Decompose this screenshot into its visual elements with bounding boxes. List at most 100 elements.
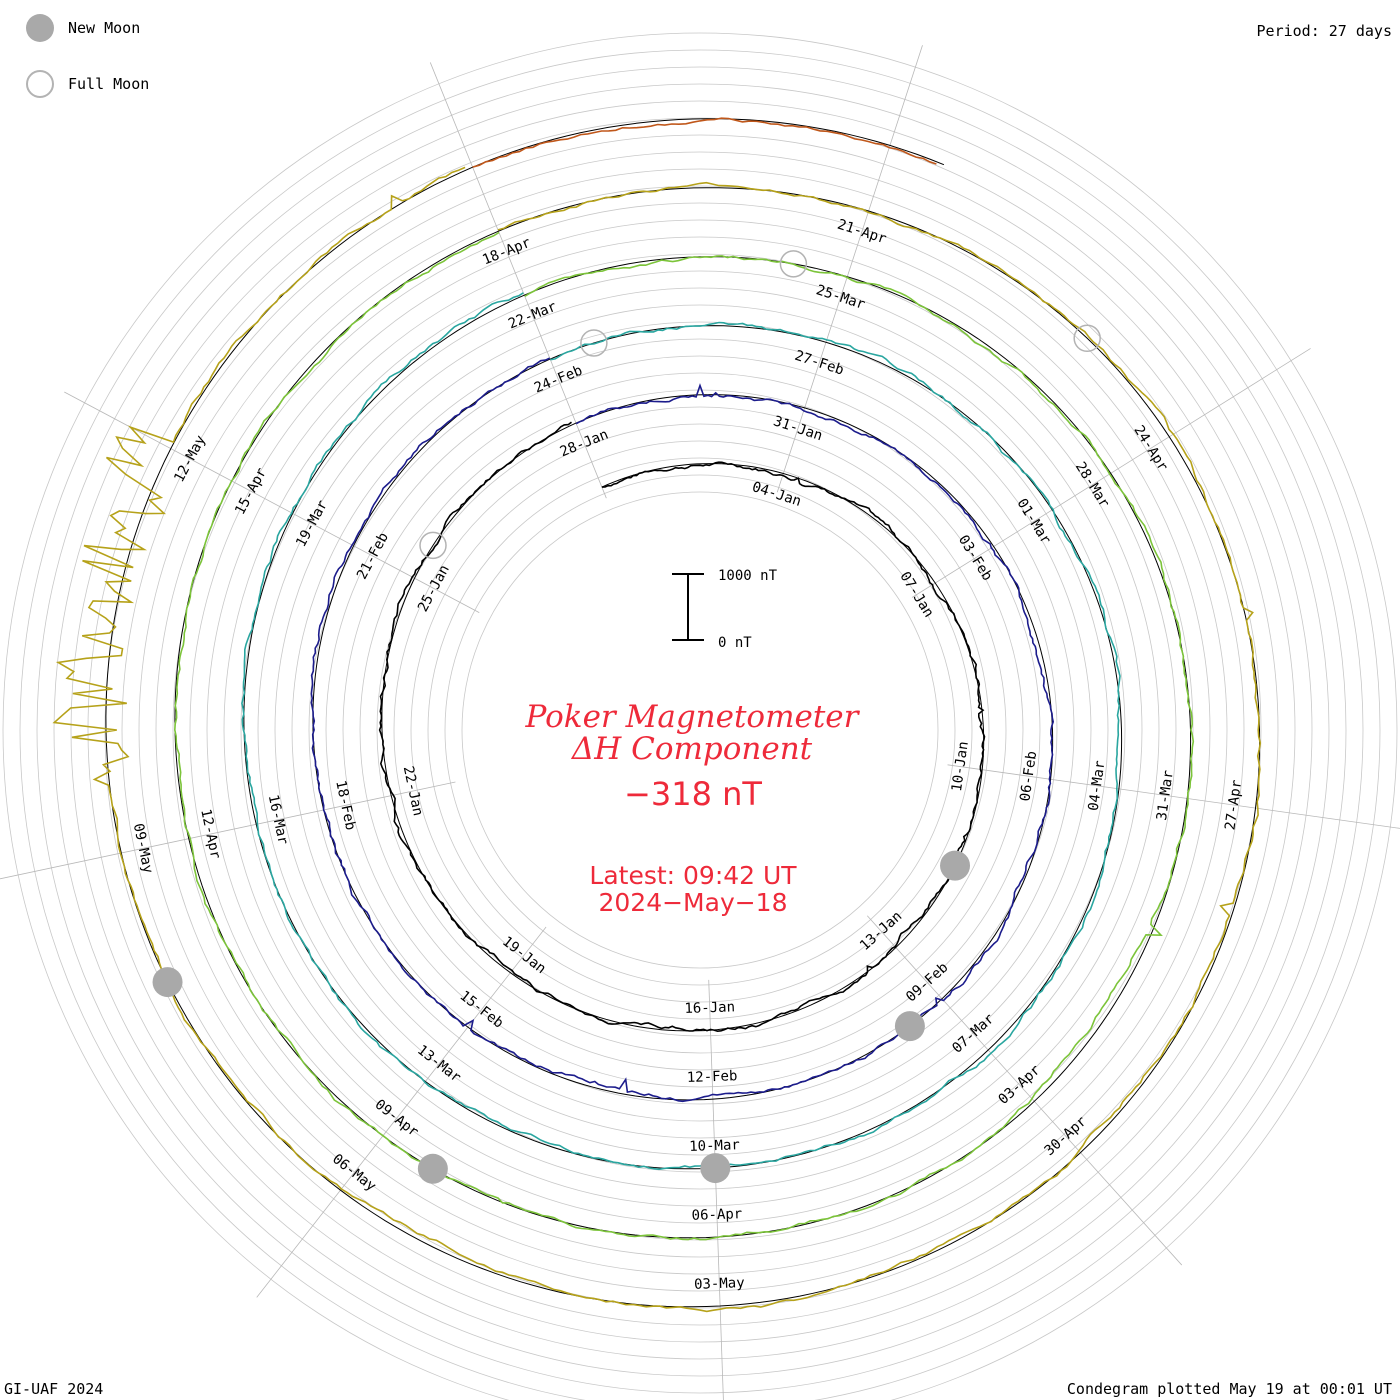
series-line-rotation-2 xyxy=(310,357,1055,1103)
grid-ring xyxy=(138,168,1262,1292)
latest-time: Latest: 09:42 UT xyxy=(589,861,797,890)
grid-ring xyxy=(274,304,1126,1156)
chart-title-line1: Poker Magnetometer xyxy=(525,699,861,735)
footer-credit: GI-UAF 2024 xyxy=(4,1380,104,1398)
legend-full-moon: Full Moon xyxy=(26,70,149,98)
grid-ring xyxy=(104,134,1296,1326)
grid-ring xyxy=(87,117,1313,1343)
date-label: 16-Jan xyxy=(684,999,735,1017)
grid-ring xyxy=(325,355,1075,1105)
latest-date: 2024−May−18 xyxy=(598,888,787,917)
grid-ring xyxy=(308,338,1092,1122)
grid-ring xyxy=(342,372,1058,1088)
new-moon-icon xyxy=(26,14,54,42)
scale-bar-top-label: 1000 nT xyxy=(718,568,778,584)
grid-ring xyxy=(257,287,1143,1173)
new-moon-marker xyxy=(894,1011,925,1042)
date-label: 04-Mar xyxy=(1086,760,1109,812)
grid-spoke xyxy=(866,915,1183,1266)
date-label: 12-Apr xyxy=(197,808,223,861)
date-label: 19-Jan xyxy=(499,934,549,978)
grid-ring xyxy=(70,100,1330,1360)
date-label: 06-Feb xyxy=(1017,750,1040,802)
footer-plotted: Condegram plotted May 19 at 00:01 UT xyxy=(1066,1380,1392,1398)
series-line-rotation-3 xyxy=(241,292,1121,1171)
grid-ring xyxy=(19,49,1381,1400)
grid-spoke xyxy=(256,926,547,1298)
grid-spoke xyxy=(708,979,724,1400)
series-line-rotation-5 xyxy=(52,166,1262,1313)
legend-new-moon-label: New Moon xyxy=(68,19,141,37)
date-label: 19-Mar xyxy=(293,498,331,550)
scale-bar: 1000 nT 0 nT xyxy=(672,568,778,651)
new-moon-marker xyxy=(700,1153,731,1184)
date-label: 16-Mar xyxy=(265,793,291,846)
grid-ring xyxy=(461,491,939,969)
new-moon-marker xyxy=(152,967,183,998)
date-label: 04-Jan xyxy=(750,479,803,510)
data-series xyxy=(52,117,1262,1313)
latest-value: −318 nT xyxy=(624,775,762,813)
grid-rings xyxy=(0,32,1400,1400)
legend-full-moon-label: Full Moon xyxy=(68,75,150,93)
grid-spoke xyxy=(776,45,923,493)
grid-spoke xyxy=(0,781,456,880)
grid-ring xyxy=(2,32,1398,1400)
date-label: 25-Mar xyxy=(814,282,867,313)
grid-ring xyxy=(155,185,1245,1275)
grid-spoke xyxy=(429,62,607,499)
date-label: 12-Feb xyxy=(687,1068,738,1086)
grid-ring xyxy=(359,389,1041,1071)
grid-ring xyxy=(291,321,1109,1139)
date-label: 31-Mar xyxy=(1154,769,1177,821)
full-moon-marker xyxy=(779,250,808,278)
date-label: 07-Mar xyxy=(949,1011,997,1057)
new-moon-marker xyxy=(940,850,971,881)
date-label: 10-Jan xyxy=(949,740,972,792)
date-label: 31-Jan xyxy=(771,413,824,444)
grid-ring xyxy=(410,440,990,1020)
date-label: 03-May xyxy=(694,1275,745,1293)
date-label: 06-May xyxy=(329,1151,379,1195)
date-label: 22-Mar xyxy=(506,299,559,333)
series-line-rotation-4 xyxy=(173,231,1195,1241)
grid-spoke xyxy=(911,348,1311,598)
period-label: Period: 27 days xyxy=(1256,22,1392,40)
legend-new-moon: New Moon xyxy=(26,14,140,42)
date-label: 10-Mar xyxy=(689,1137,740,1155)
full-moon-marker xyxy=(580,329,608,357)
date-label: 13-Jan xyxy=(857,908,905,954)
series-line-rotation-1 xyxy=(378,421,986,1033)
date-label: 28-Jan xyxy=(558,427,611,461)
date-label: 30-Apr xyxy=(1042,1113,1090,1159)
date-label: 25-Jan xyxy=(415,562,453,614)
date-label: 03-Apr xyxy=(995,1062,1043,1108)
grid-ring xyxy=(121,151,1279,1309)
grid-ring xyxy=(172,202,1228,1258)
date-label: 27-Feb xyxy=(793,348,846,379)
grid-ring xyxy=(53,83,1347,1377)
date-label: 21-Apr xyxy=(835,217,888,248)
grid-ring xyxy=(427,457,973,1003)
date-label: 18-Feb xyxy=(332,779,358,832)
full-moon-icon xyxy=(26,70,54,98)
full-moon-marker xyxy=(419,531,447,560)
scale-bar-bottom-label: 0 nT xyxy=(718,635,752,651)
grid-spoke xyxy=(947,764,1400,829)
date-label: 06-Apr xyxy=(691,1206,742,1224)
date-label: 22-Jan xyxy=(400,765,426,818)
date-label: 27-Apr xyxy=(1222,779,1245,831)
chart-title-line2: ΔH Component xyxy=(571,731,813,767)
grid-ring xyxy=(393,423,1007,1037)
full-moon-marker xyxy=(1073,324,1101,353)
grid-ring xyxy=(206,236,1194,1224)
series-line-rotation-6 xyxy=(472,117,937,168)
date-label: 24-Feb xyxy=(532,363,585,397)
moon-markers xyxy=(152,250,1101,1184)
grid-ring xyxy=(223,253,1177,1207)
grid-ring xyxy=(376,406,1024,1054)
grid-ring xyxy=(240,270,1160,1190)
date-label: 09-May xyxy=(130,822,156,875)
